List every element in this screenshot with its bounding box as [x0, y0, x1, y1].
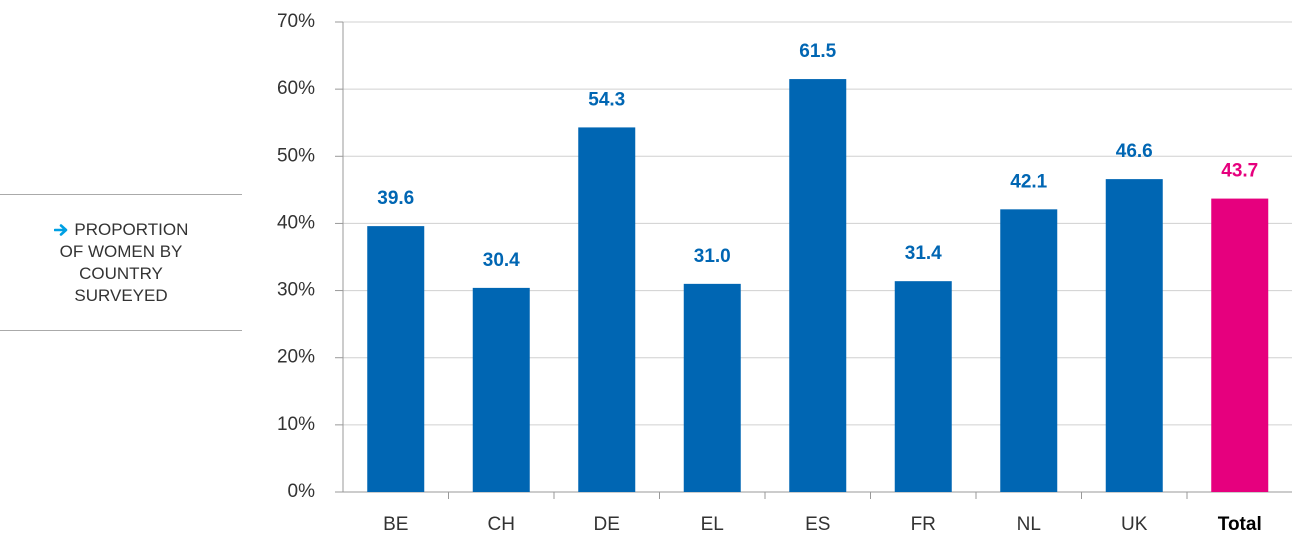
y-tick-label: 0% [288, 481, 316, 502]
y-label: PROPORTION OF WOMEN BY COUNTRY SURVEYED [59, 219, 189, 305]
x-tick-label: ES [805, 514, 830, 535]
data-label: 54.3 [588, 89, 625, 110]
bar [683, 283, 741, 492]
bar [1105, 179, 1163, 492]
x-tick-label: UK [1121, 514, 1148, 535]
x-tick-label: CH [488, 514, 515, 535]
data-label: 31.4 [905, 243, 942, 264]
arrow-icon [53, 224, 67, 236]
data-label: 42.1 [1010, 171, 1047, 192]
bar [789, 79, 847, 493]
y-tick-label: 60% [277, 78, 315, 99]
x-tick-label: FR [911, 514, 936, 535]
x-tick-label: BE [383, 514, 408, 535]
bar [367, 226, 425, 492]
y-tick-label: 70% [277, 11, 315, 32]
x-tick-label: NL [1017, 514, 1041, 535]
x-tick-label: EL [701, 514, 724, 535]
bar [1211, 198, 1269, 493]
x-tick-label: DE [594, 514, 620, 535]
data-label: 39.6 [377, 188, 414, 209]
data-label: 30.4 [483, 250, 520, 271]
y-tick-label: 40% [277, 212, 315, 233]
data-label: 61.5 [799, 41, 836, 62]
y-tick-label: 30% [277, 280, 315, 301]
y-tick-label: 20% [277, 347, 315, 368]
bar [1000, 209, 1058, 493]
data-label: 46.6 [1116, 141, 1153, 162]
bar [472, 287, 530, 492]
data-label: 31.0 [694, 246, 731, 267]
y-tick-label: 10% [277, 414, 315, 435]
y-label-box: PROPORTION OF WOMEN BY COUNTRY SURVEYED [0, 194, 242, 331]
bar [894, 281, 952, 492]
y-label-wrap: PROPORTION OF WOMEN BY COUNTRY SURVEYED [51, 219, 191, 307]
bar [578, 127, 636, 493]
y-tick-label: 50% [277, 145, 315, 166]
x-tick-label: Total [1218, 514, 1262, 535]
data-label: 43.7 [1221, 161, 1258, 182]
